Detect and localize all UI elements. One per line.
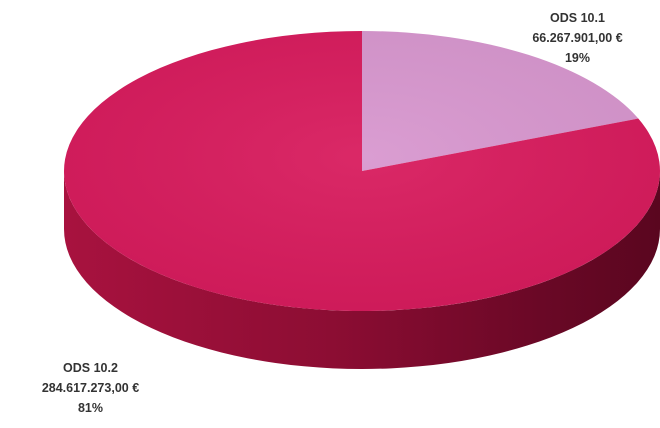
slice-label-percent: 19% — [564, 51, 591, 65]
pie-side-wall — [64, 171, 660, 369]
slice-label-value: 66.267.901,00 € — [532, 31, 623, 45]
pie-side-ods-10-2 — [64, 171, 660, 369]
slice-label-ods-10-1: ODS 10.1 66.267.901,00 € 19% — [505, 8, 650, 68]
slice-label-ods-10-2: ODS 10.2 284.617.273,00 € 81% — [8, 358, 173, 418]
slice-label-percent: 81% — [77, 401, 104, 415]
slice-label-name: ODS 10.1 — [550, 11, 605, 25]
slice-label-value: 284.617.273,00 € — [41, 381, 140, 395]
slice-label-name: ODS 10.2 — [63, 361, 118, 375]
pie-top-face — [63, 31, 660, 311]
